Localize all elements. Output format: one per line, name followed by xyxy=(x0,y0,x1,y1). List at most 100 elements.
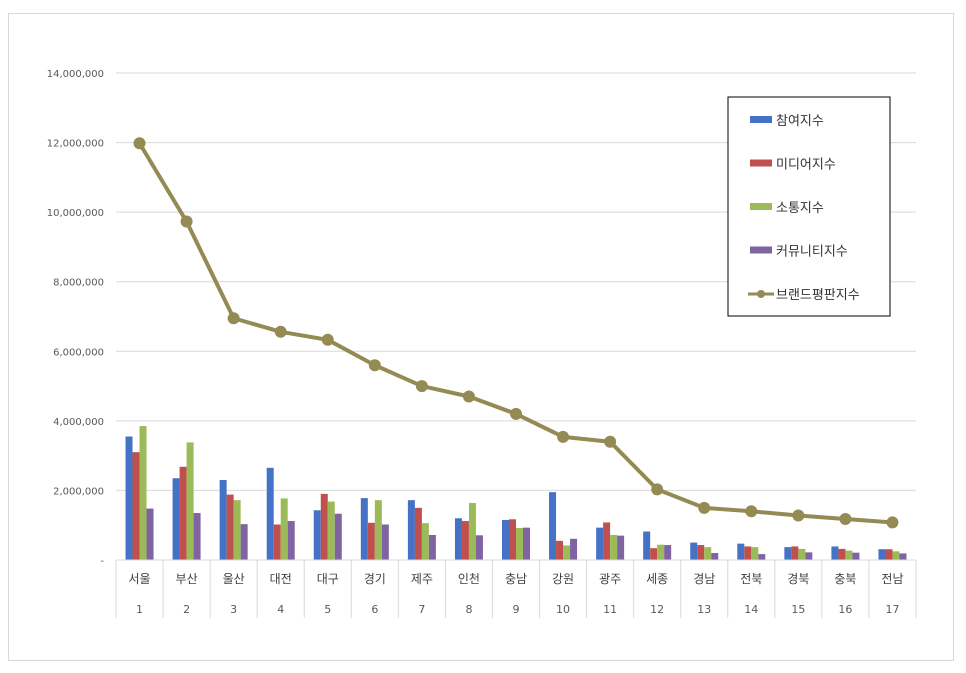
bar xyxy=(737,543,745,560)
bar xyxy=(421,523,429,560)
bar xyxy=(643,531,651,560)
y-tick-label: 2,000,000 xyxy=(53,486,104,497)
legend-swatch xyxy=(750,159,772,167)
bar xyxy=(132,452,140,560)
bar-series xyxy=(125,426,907,560)
line-point xyxy=(839,512,852,525)
line-point xyxy=(274,325,287,338)
bar xyxy=(650,548,658,560)
bar xyxy=(711,553,719,560)
bar xyxy=(603,522,611,560)
line-point xyxy=(886,516,899,529)
line-point xyxy=(604,435,617,448)
bar xyxy=(556,540,564,560)
legend-label: 브랜드평판지수 xyxy=(776,288,860,303)
bar xyxy=(845,550,853,560)
bar xyxy=(878,549,886,560)
bar xyxy=(563,545,571,560)
x-category-label: 강원 xyxy=(552,572,574,586)
bar xyxy=(414,507,422,560)
x-rank-label: 5 xyxy=(324,603,331,616)
x-category-label: 전남 xyxy=(881,572,903,586)
bar xyxy=(334,513,342,560)
bar xyxy=(146,508,154,560)
bar xyxy=(475,535,483,560)
legend-label: 참여지수 xyxy=(776,114,824,129)
bar xyxy=(549,492,557,560)
bar xyxy=(226,494,234,560)
bar xyxy=(690,542,698,560)
x-rank-label: 12 xyxy=(650,603,664,616)
bar xyxy=(219,479,227,560)
line-point xyxy=(180,215,193,228)
bar xyxy=(899,553,907,560)
x-category-label: 충북 xyxy=(834,572,856,586)
bar xyxy=(697,545,705,560)
bar xyxy=(273,524,281,560)
bar xyxy=(791,546,799,560)
bar xyxy=(657,544,665,560)
y-tick-label: - xyxy=(100,556,104,567)
bar xyxy=(852,552,860,560)
bar xyxy=(758,554,766,560)
bar xyxy=(461,521,469,560)
y-axis-ticks: - 2,000,000 4,000,000 6,000,000 8,000,000 10,… xyxy=(47,69,105,567)
x-category-label: 전북 xyxy=(740,572,762,586)
bar xyxy=(502,519,509,560)
x-rank-label: 16 xyxy=(838,603,852,616)
y-tick-label: 12,000,000 xyxy=(47,139,104,150)
x-rank-label: 3 xyxy=(230,603,237,616)
line-point xyxy=(321,333,334,346)
x-axis: 서울 1 부산 2 울산 3 대전 4 대구 5 경기 6 제주 7 인천 8 충남 9 강원 10 광주 11 세종 12 경… xyxy=(115,559,917,618)
y-tick-label: 4,000,000 xyxy=(53,417,104,428)
bar xyxy=(516,527,523,560)
bar xyxy=(570,538,578,560)
legend-label: 소통지수 xyxy=(776,201,824,216)
x-rank-label: 15 xyxy=(791,603,805,616)
x-rank-label: 2 xyxy=(183,603,190,616)
bar xyxy=(704,547,712,560)
line-point xyxy=(415,380,428,393)
y-tick-label: 14,000,000 xyxy=(47,69,104,80)
legend-swatch xyxy=(750,246,772,254)
x-category-label: 대구 xyxy=(317,572,339,586)
bar xyxy=(784,547,792,560)
bar xyxy=(664,545,672,560)
bar xyxy=(374,500,382,560)
x-rank-label: 11 xyxy=(603,603,617,616)
legend-swatch xyxy=(750,116,772,123)
x-category-label: 제주 xyxy=(411,572,433,586)
x-rank-label: 6 xyxy=(371,603,378,616)
x-category-label: 경북 xyxy=(787,572,809,586)
bar xyxy=(744,546,752,560)
x-rank-label: 10 xyxy=(556,603,570,616)
y-tick-label: 10,000,000 xyxy=(47,208,104,219)
legend-label: 커뮤니티지수 xyxy=(776,245,848,260)
bar xyxy=(287,521,295,560)
x-category-label: 경남 xyxy=(693,572,715,586)
bar xyxy=(617,535,625,560)
bar xyxy=(798,548,806,560)
bar xyxy=(805,552,813,560)
bar xyxy=(381,524,389,560)
x-rank-label: 14 xyxy=(744,603,758,616)
line-point xyxy=(557,430,570,443)
line-point xyxy=(745,505,758,518)
bar xyxy=(509,519,516,560)
line-point xyxy=(227,312,240,325)
line-point xyxy=(462,390,475,403)
x-category-label: 경기 xyxy=(364,572,386,586)
line-point xyxy=(792,509,805,522)
x-category-label: 광주 xyxy=(599,572,621,586)
bar xyxy=(892,551,900,560)
bar xyxy=(313,510,321,560)
line-point xyxy=(651,483,664,496)
x-category-label: 인천 xyxy=(458,571,480,586)
bar xyxy=(885,549,893,560)
bar xyxy=(610,534,618,560)
x-rank-label: 4 xyxy=(277,603,284,616)
line-point xyxy=(510,407,522,420)
bar xyxy=(367,522,375,560)
